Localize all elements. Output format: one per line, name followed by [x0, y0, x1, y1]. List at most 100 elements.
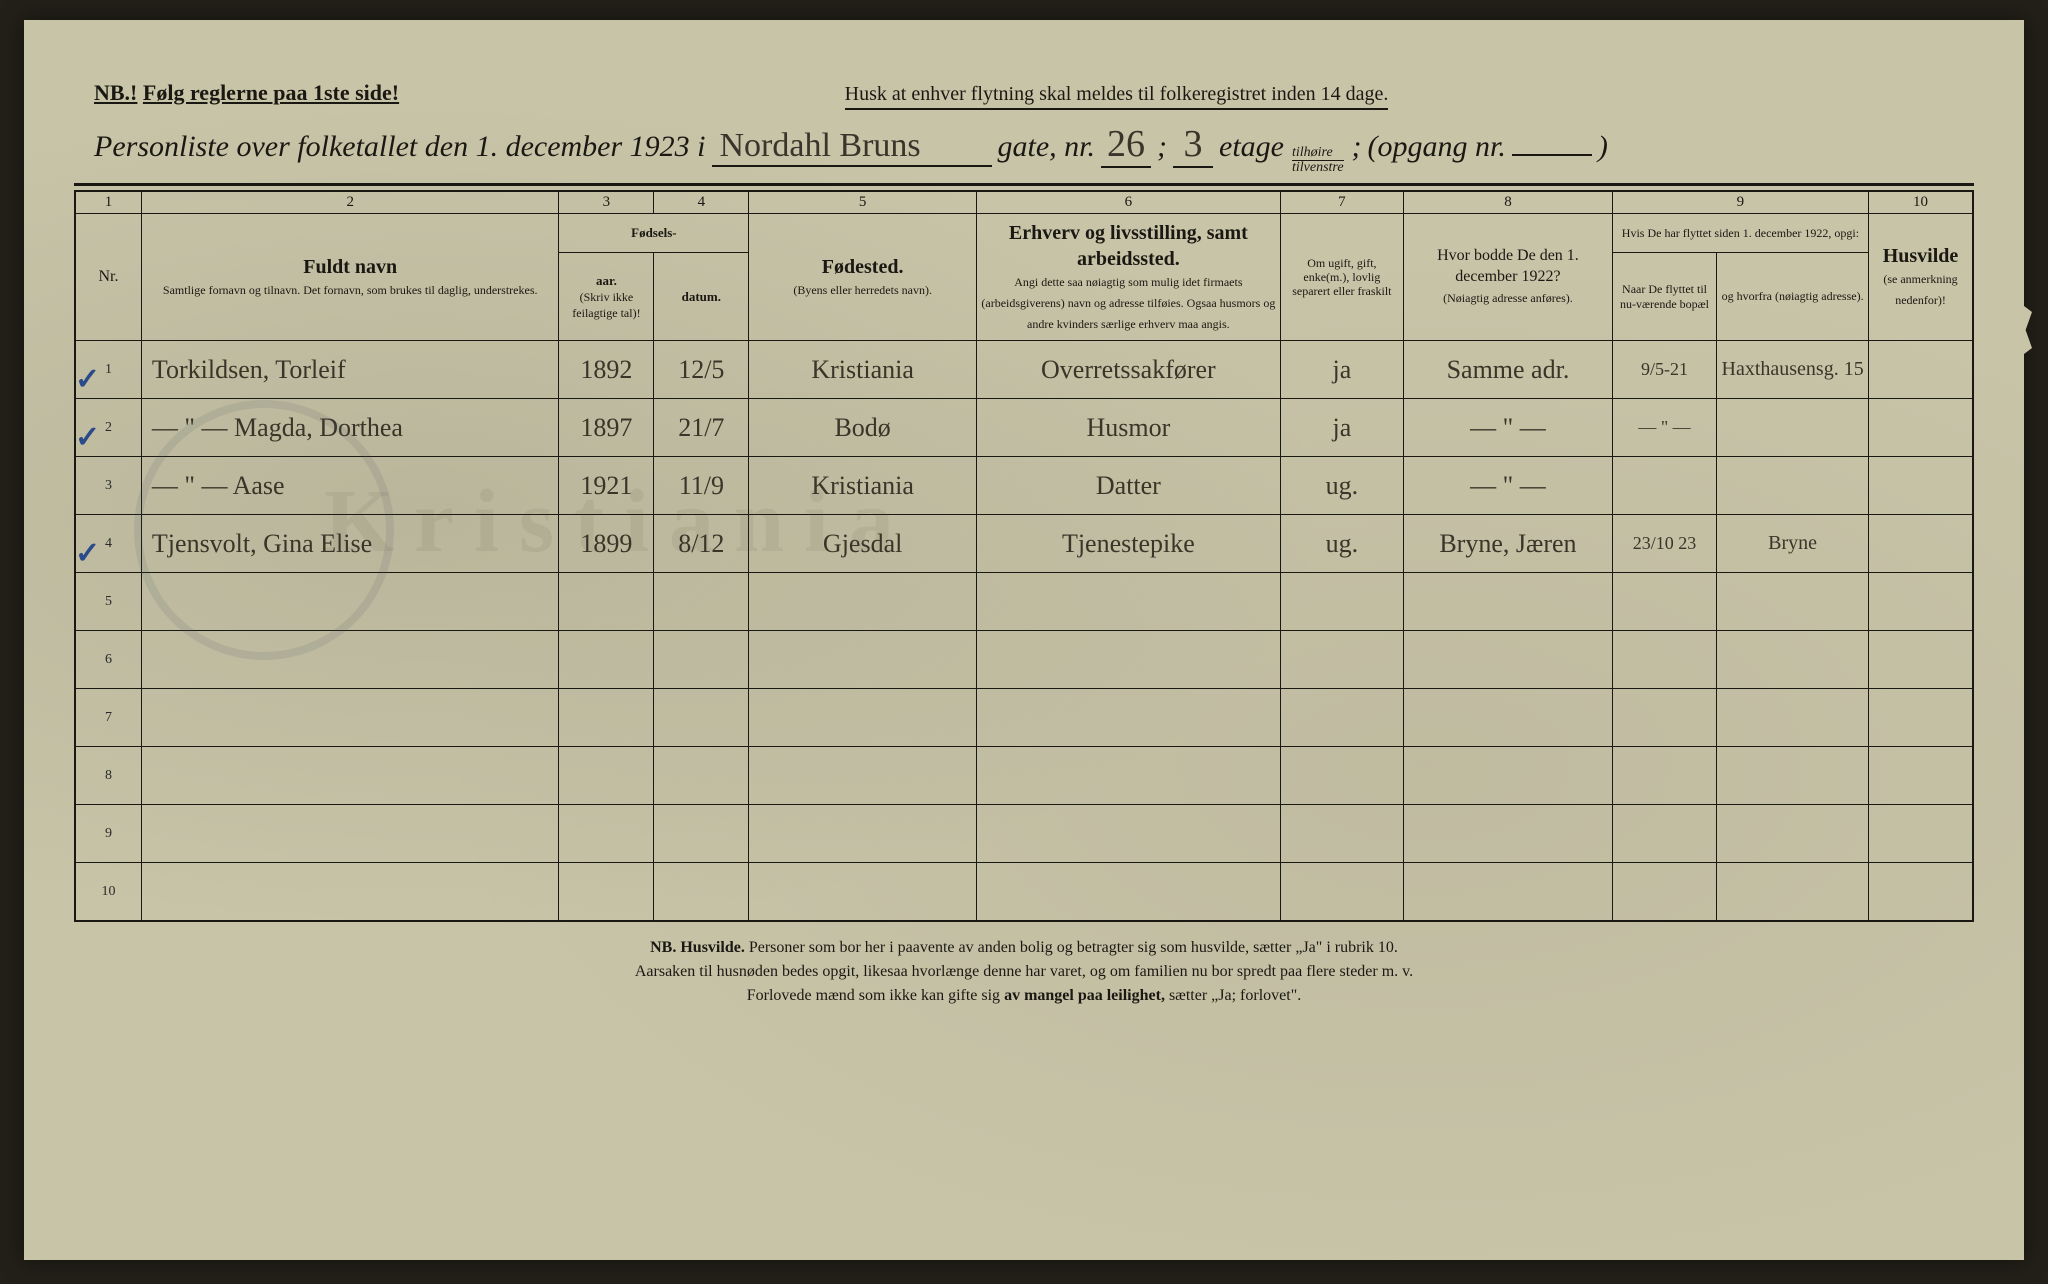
- colnum-1: 1: [75, 191, 141, 214]
- empty-cell: [559, 689, 654, 747]
- cell-name: Torkildsen, Torleif: [141, 341, 559, 399]
- row-number: 2: [75, 399, 141, 457]
- cell-year: 1899: [559, 515, 654, 573]
- empty-cell: [1612, 631, 1716, 689]
- empty-cell: [1717, 747, 1869, 805]
- table-header: 1 2 3 4 5 6 7 8 9 10 Nr. Fuldt navn Samt…: [75, 191, 1973, 341]
- empty-cell: [977, 631, 1281, 689]
- hdr-date: datum.: [654, 252, 749, 341]
- table-row-empty: 7: [75, 689, 1973, 747]
- empty-cell: [1717, 631, 1869, 689]
- cell-moved-from: Haxthausensg. 15: [1717, 341, 1869, 399]
- table-row-empty: 6: [75, 631, 1973, 689]
- footer-line3a: Forlovede mænd som ikke kan gifte sig: [747, 987, 1000, 1004]
- empty-cell: [654, 805, 749, 863]
- hdr-name: Fuldt navn Samtlige fornavn og tilnavn. …: [141, 214, 559, 341]
- row-number: 3: [75, 457, 141, 515]
- hdr-marital: Om ugift, gift, enke(m.), lovlig separer…: [1280, 214, 1403, 341]
- table-body: 1 Torkildsen, Torleif 1892 12/5 Kristian…: [75, 341, 1973, 921]
- cell-moved-when: 9/5-21: [1612, 341, 1716, 399]
- empty-cell: [1717, 863, 1869, 921]
- hdr-nr: Nr.: [75, 214, 141, 341]
- empty-cell: [977, 689, 1281, 747]
- row-number: 9: [75, 805, 141, 863]
- top-instructions-row: NB.! Følg reglerne paa 1ste side! Husk a…: [74, 80, 1974, 110]
- cell-occupation: Overretssakfører: [977, 341, 1281, 399]
- tilhoire: tilhøire: [1292, 146, 1344, 161]
- empty-cell: [654, 747, 749, 805]
- empty-cell: [1612, 573, 1716, 631]
- cell-husvilde: [1869, 399, 1973, 457]
- hdr-birthplace-sub: (Byens eller herredets navn).: [793, 283, 932, 297]
- hdr-occupation: Erhverv og livsstilling, samt arbeidsste…: [977, 214, 1281, 341]
- empty-cell: [1280, 805, 1403, 863]
- hdr-birthplace-title: Fødested.: [822, 256, 904, 278]
- table-row: 3 — " — Aase 1921 11/9 Kristiania Datter…: [75, 457, 1973, 515]
- etage-label: etage: [1219, 130, 1284, 164]
- empty-cell: [654, 573, 749, 631]
- footer-nb: NB. Husvilde.: [650, 939, 745, 956]
- colnum-6: 6: [977, 191, 1281, 214]
- cell-marital: ja: [1280, 341, 1403, 399]
- empty-cell: [749, 631, 977, 689]
- cell-addr1922: — " —: [1404, 399, 1613, 457]
- street-name-handwritten: Nordahl Bruns: [712, 127, 992, 167]
- empty-cell: [559, 805, 654, 863]
- empty-cell: [141, 863, 559, 921]
- colnum-9: 9: [1612, 191, 1868, 214]
- empty-cell: [141, 631, 559, 689]
- cell-addr1922: Samme adr.: [1404, 341, 1613, 399]
- cell-year: 1892: [559, 341, 654, 399]
- semicolon: ;: [1157, 130, 1167, 164]
- empty-cell: [654, 689, 749, 747]
- colnum-8: 8: [1404, 191, 1613, 214]
- row-number: 8: [75, 747, 141, 805]
- hdr-moved-from: og hvorfra (nøiagtig adresse).: [1717, 252, 1869, 341]
- hdr-name-sub: Samtlige fornavn og tilnavn. Det fornavn…: [163, 283, 538, 297]
- table-row-empty: 5: [75, 573, 1973, 631]
- gate-label: gate, nr.: [998, 130, 1096, 164]
- table-row-empty: 8: [75, 747, 1973, 805]
- empty-cell: [749, 805, 977, 863]
- cell-date: 11/9: [654, 457, 749, 515]
- title-address-row: Personliste over folketallet den 1. dece…: [74, 122, 1974, 186]
- semicolon2: ;: [1352, 130, 1362, 164]
- empty-cell: [559, 573, 654, 631]
- empty-cell: [1869, 631, 1973, 689]
- table-row: 4 Tjensvolt, Gina Elise 1899 8/12 Gjesda…: [75, 515, 1973, 573]
- cell-husvilde: [1869, 341, 1973, 399]
- cell-name: — " — Magda, Dorthea: [141, 399, 559, 457]
- empty-cell: [1280, 689, 1403, 747]
- empty-cell: [1717, 573, 1869, 631]
- title-prefix: Personliste over folketallet den 1. dece…: [94, 130, 706, 164]
- table-row: 1 Torkildsen, Torleif 1892 12/5 Kristian…: [75, 341, 1973, 399]
- cell-husvilde: [1869, 515, 1973, 573]
- cell-occupation: Tjenestepike: [977, 515, 1281, 573]
- empty-cell: [1612, 805, 1716, 863]
- cell-birthplace: Kristiania: [749, 341, 977, 399]
- cell-date: 8/12: [654, 515, 749, 573]
- entrance-number-handwritten: [1512, 154, 1592, 156]
- empty-cell: [1612, 747, 1716, 805]
- colnum-3: 3: [559, 191, 654, 214]
- nb-prefix: NB.!: [94, 80, 137, 105]
- empty-cell: [1404, 689, 1613, 747]
- empty-cell: [749, 573, 977, 631]
- empty-cell: [1869, 863, 1973, 921]
- footer-notes: NB. Husvilde. Personer som bor her i paa…: [74, 936, 1974, 1008]
- empty-cell: [1869, 805, 1973, 863]
- cell-birthplace: Bodø: [749, 399, 977, 457]
- empty-cell: [1280, 863, 1403, 921]
- nb-follow-rules: NB.! Følg reglerne paa 1ste side!: [94, 80, 399, 106]
- footer-line2: Aarsaken til husnøden bedes opgit, likes…: [635, 963, 1413, 980]
- opgang-label: (opgang nr.: [1368, 130, 1506, 164]
- cell-date: 12/5: [654, 341, 749, 399]
- hdr-husvilde: Husvilde (se anmerkning nedenfor)!: [1869, 214, 1973, 341]
- hdr-name-title: Fuldt navn: [303, 256, 397, 278]
- hdr-year-note: (Skriv ikke feilagtige tal)!: [572, 290, 640, 320]
- hdr-husvilde-sub: (se anmerkning nedenfor)!: [1883, 272, 1957, 307]
- column-number-row: 1 2 3 4 5 6 7 8 9 10: [75, 191, 1973, 214]
- cell-marital: ug.: [1280, 515, 1403, 573]
- hdr-addr-sub: (Nøiagtig adresse anføres).: [1443, 291, 1573, 305]
- census-form-page: Kristiania NB.! Følg reglerne paa 1ste s…: [24, 20, 2024, 1260]
